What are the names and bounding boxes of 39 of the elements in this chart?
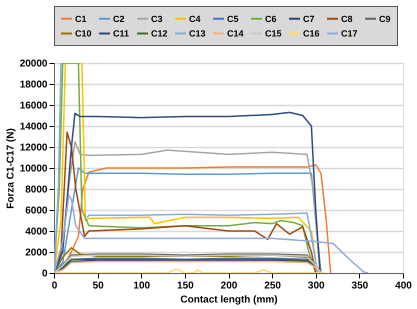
y-tick-label: 18000 <box>20 80 48 90</box>
x-tick-label: 250 <box>264 280 282 292</box>
y-tick-label: 12000 <box>20 142 48 154</box>
x-tick-label: 400 <box>395 280 412 292</box>
x-axis-title: Contact length (mm) <box>180 294 278 306</box>
x-tick-label: 150 <box>177 280 194 292</box>
y-tick-label: 20000 <box>20 58 48 70</box>
y-tick-label: 8000 <box>25 184 48 196</box>
legend-label: C3 <box>151 14 163 24</box>
x-tick-label: 200 <box>220 280 238 292</box>
y-tick-label: 6000 <box>25 206 48 216</box>
y-tick-label: 0 <box>42 268 48 280</box>
x-tick-label: 300 <box>308 280 326 292</box>
legend-label: C13 <box>189 28 206 38</box>
legend-label: C7 <box>303 14 315 24</box>
y-axis-title: Forza C1-C17 (N) <box>6 128 17 209</box>
y-tick-label: 14000 <box>20 122 48 132</box>
legend-label: C6 <box>265 14 277 24</box>
legend-label: C2 <box>113 14 125 24</box>
y-tick-label: 2000 <box>25 248 48 258</box>
legend-label: C9 <box>379 14 391 24</box>
legend-label: C1 <box>75 14 87 24</box>
y-tick-label: 10000 <box>20 164 48 174</box>
legend-label: C17 <box>341 28 358 38</box>
legend-label: C16 <box>303 28 320 38</box>
legend-label: C14 <box>227 28 244 38</box>
legend-label: C5 <box>227 14 239 24</box>
legend-label: C10 <box>75 28 92 38</box>
y-tick-label: 16000 <box>20 100 48 112</box>
x-tick-label: 50 <box>92 280 104 292</box>
legend-label: C15 <box>265 28 282 38</box>
x-tick-label: 100 <box>133 280 151 292</box>
x-tick-label: 0 <box>52 280 58 292</box>
legend-label: C11 <box>113 28 130 38</box>
legend-label: C8 <box>341 14 353 24</box>
x-tick-label: 350 <box>352 280 369 292</box>
legend-label: C4 <box>189 14 201 24</box>
legend-label: C12 <box>151 28 168 38</box>
y-tick-label: 4000 <box>25 226 48 238</box>
